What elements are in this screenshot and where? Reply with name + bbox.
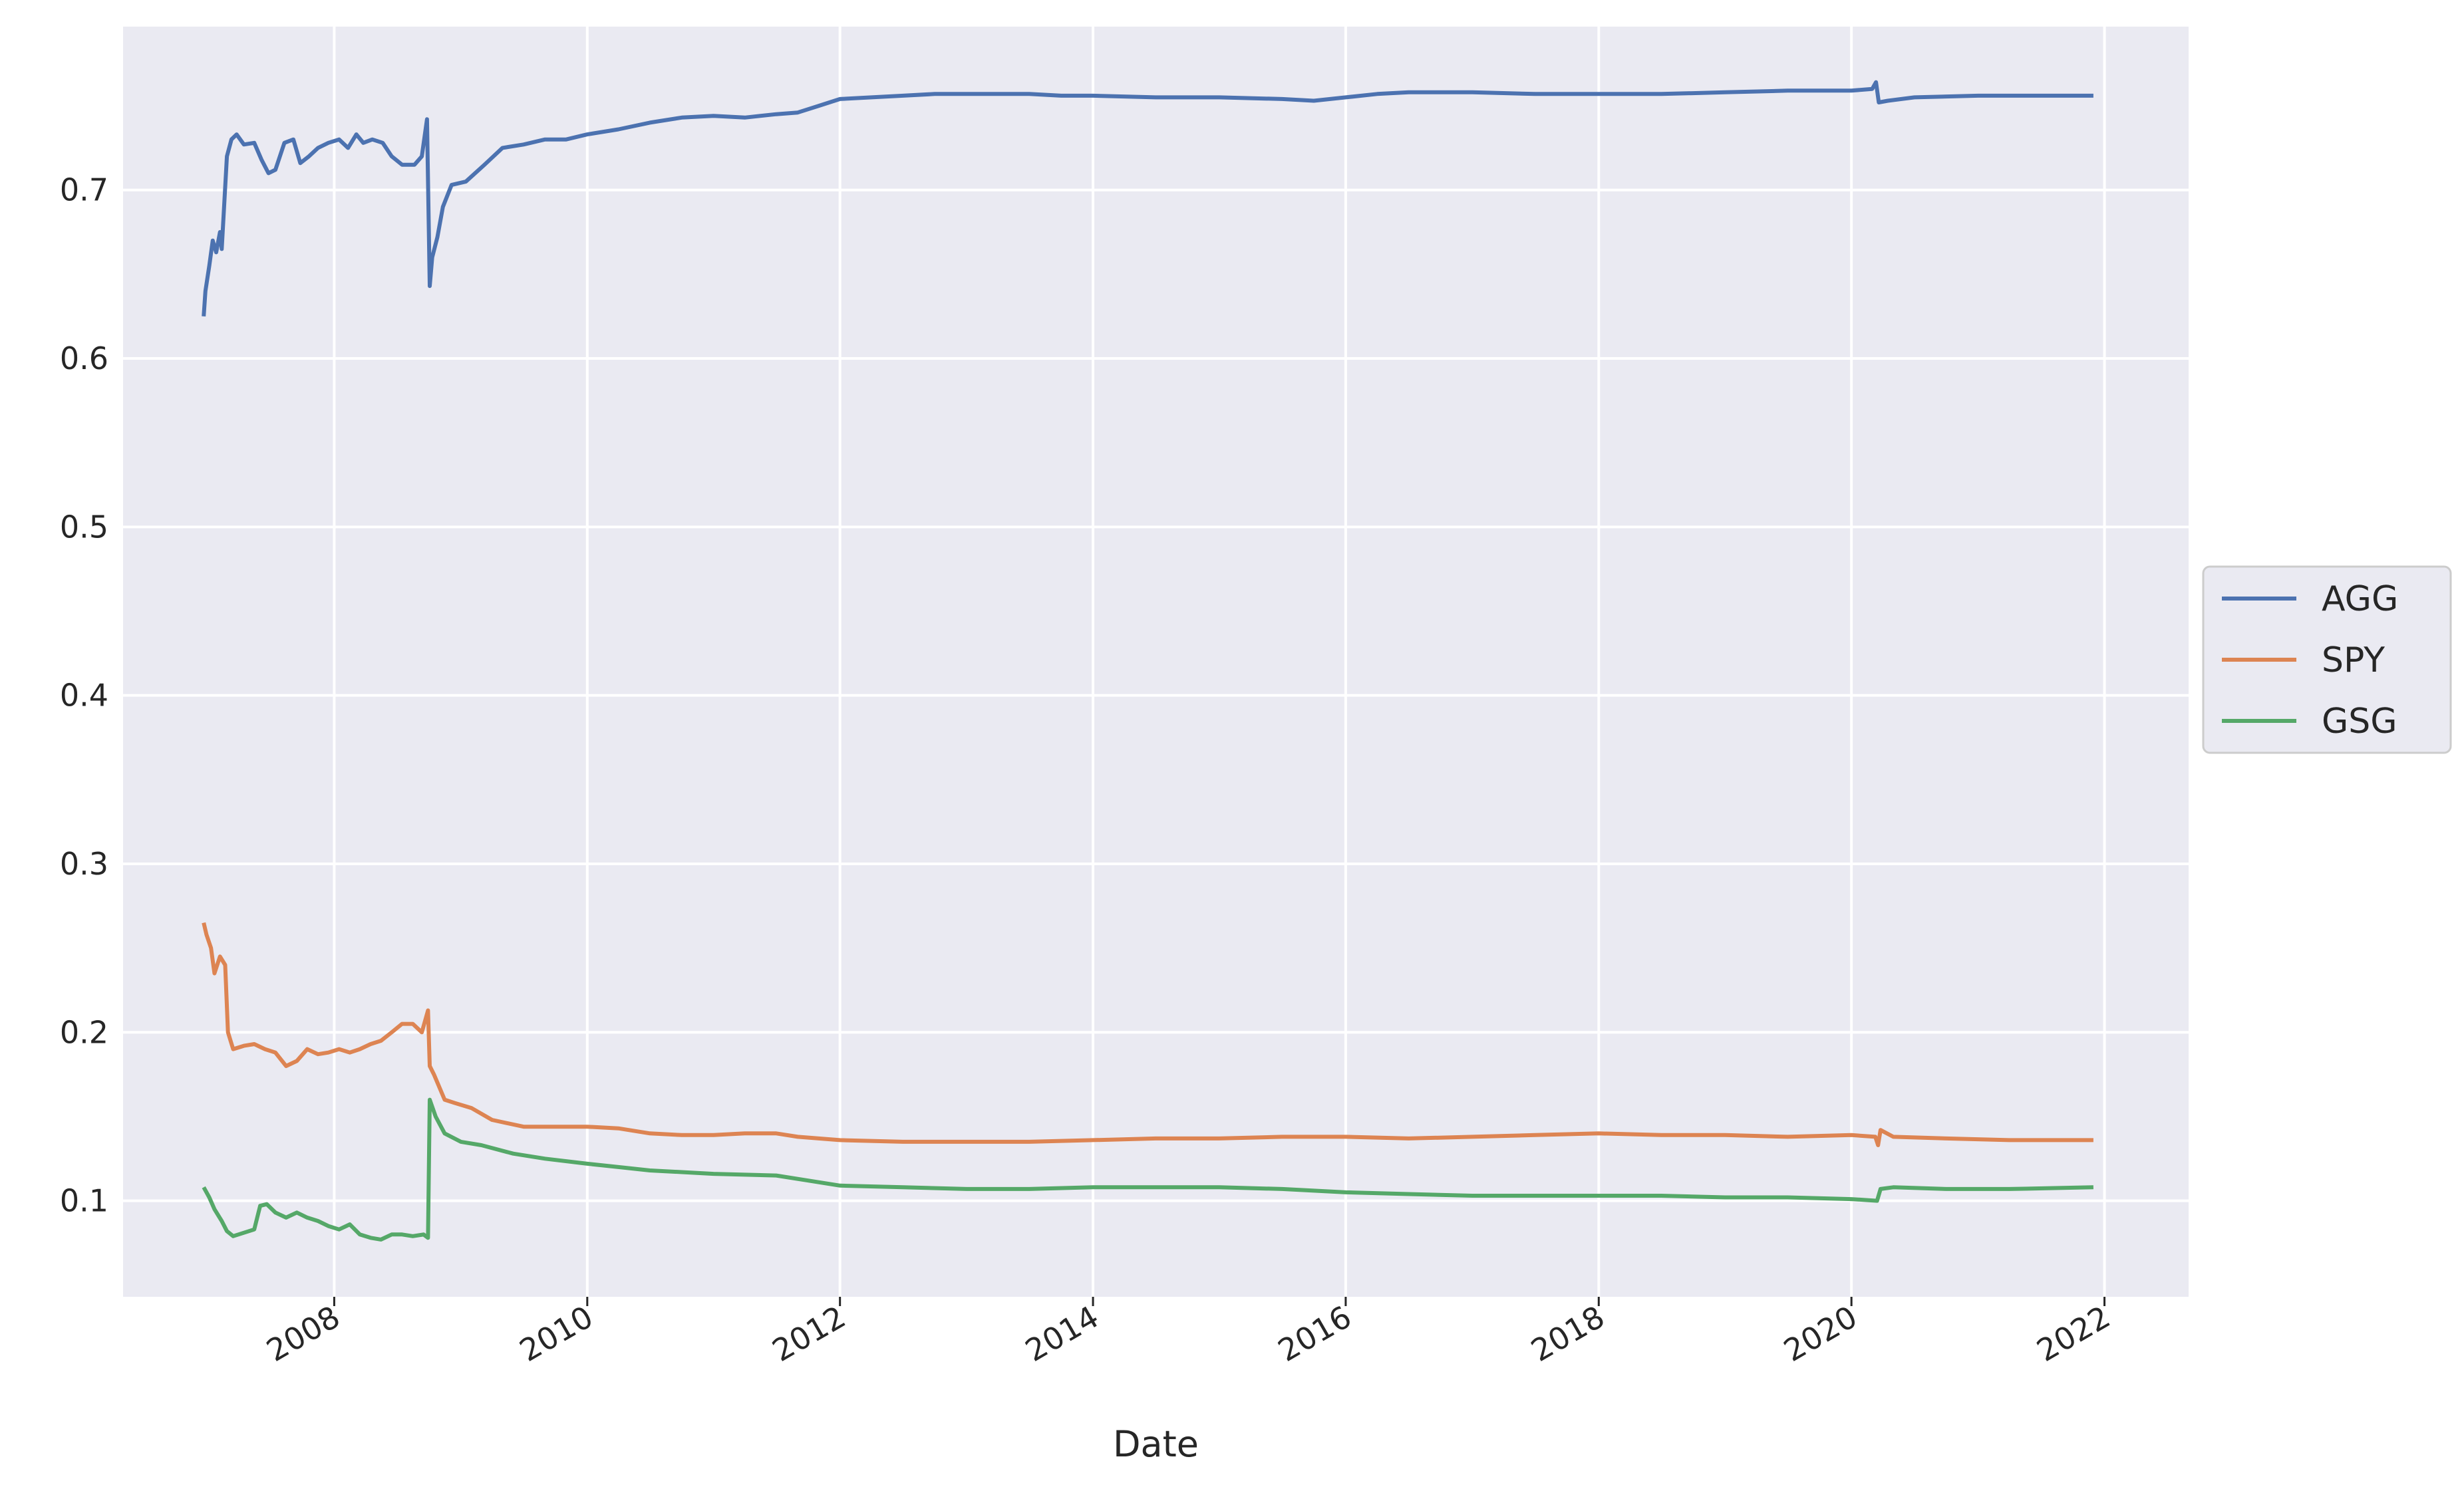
x-axis-title: Date [1113,1423,1199,1465]
x-tick-label: 2016 [1272,1299,1357,1369]
gridlines [123,27,2189,1297]
y-tick-label: 0.6 [60,340,108,376]
y-tick-label: 0.7 [60,172,108,208]
x-tick-label: 2020 [1777,1299,1863,1369]
x-tick-label: 2008 [261,1299,346,1369]
legend-label-gsg: GSG [2322,702,2397,742]
x-axis: 2008 2010 2012 2014 2016 2018 2020 2022 [261,1297,2116,1369]
series-layer [202,80,2093,1242]
legend-label-agg: AGG [2322,579,2398,619]
x-tick-label: 2014 [1019,1299,1104,1369]
y-tick-label: 0.1 [60,1183,108,1219]
series-line-gsg [202,1097,2093,1242]
series-line-spy [202,922,2093,1147]
plot-background [123,27,2189,1297]
legend: AGG SPY GSG [2202,565,2452,754]
x-tick-label: 2012 [766,1299,851,1369]
y-tick-label: 0.3 [60,846,108,882]
series-line-agg [202,80,2093,317]
legend-box [2202,565,2452,754]
y-axis: 0.1 0.2 0.3 0.4 0.5 0.6 0.7 [60,172,108,1219]
y-tick-label: 0.4 [60,678,108,714]
x-tick-label: 2018 [1525,1299,1610,1369]
y-tick-label: 0.2 [60,1014,108,1050]
legend-label-spy: SPY [2322,640,2385,680]
y-tick-label: 0.5 [60,509,108,545]
x-tick-label: 2022 [2031,1299,2116,1369]
x-tick-label: 2010 [514,1299,599,1369]
